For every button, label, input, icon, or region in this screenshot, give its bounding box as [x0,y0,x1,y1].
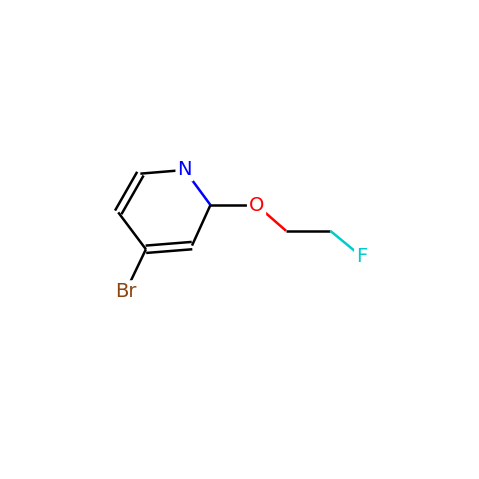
Text: Br: Br [115,282,137,301]
Text: N: N [177,160,192,180]
Text: O: O [249,195,264,215]
Text: F: F [356,247,367,266]
